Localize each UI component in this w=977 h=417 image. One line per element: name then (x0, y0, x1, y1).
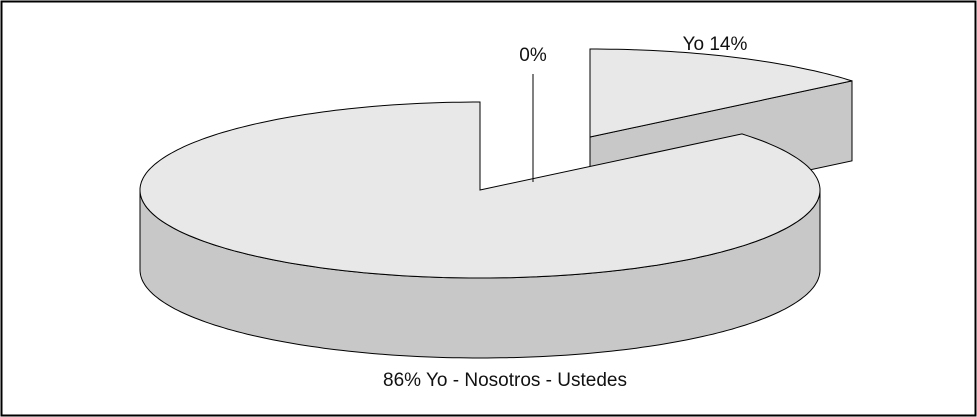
slice (589, 48, 853, 138)
data-label: 86% Yo - Nosotros - Ustedes (383, 370, 627, 391)
data-label: Yo 14% (683, 34, 748, 55)
data-label: 0% (519, 45, 547, 66)
